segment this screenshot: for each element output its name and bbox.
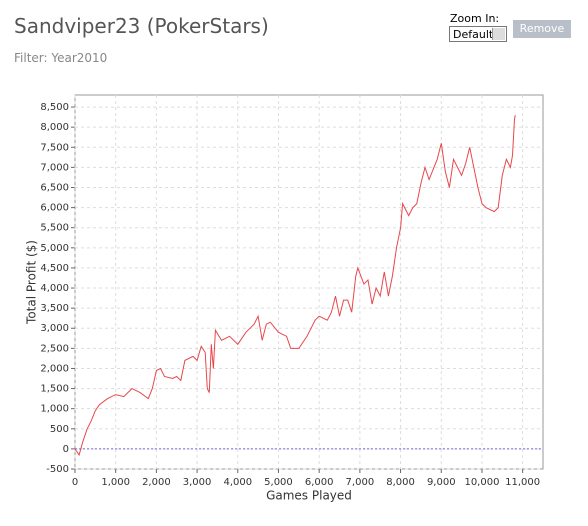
x-tick-label: 9,000 bbox=[427, 477, 456, 488]
y-tick-label: 6,500 bbox=[40, 182, 69, 193]
zoom-value: Default bbox=[453, 28, 494, 41]
y-tick-label: 2,000 bbox=[40, 363, 69, 374]
y-tick-label: 3,000 bbox=[40, 323, 69, 334]
filter-label: Filter: Year2010 bbox=[14, 51, 108, 65]
x-tick-label: 1,000 bbox=[101, 477, 130, 488]
y-tick-label: 5,500 bbox=[40, 223, 69, 234]
y-tick-label: 7,500 bbox=[40, 142, 69, 153]
zoom-select[interactable]: Default bbox=[449, 26, 507, 42]
x-tick-label: 0 bbox=[72, 477, 78, 488]
y-tick-label: 1,500 bbox=[40, 384, 69, 395]
x-tick-label: 8,000 bbox=[386, 477, 415, 488]
x-tick-label: 3,000 bbox=[183, 477, 212, 488]
y-tick-label: -500 bbox=[46, 464, 69, 475]
y-tick-label: 3,500 bbox=[40, 303, 69, 314]
x-tick-label: 5,000 bbox=[264, 477, 293, 488]
y-tick-label: 0 bbox=[63, 444, 69, 455]
remove-button[interactable]: Remove bbox=[513, 20, 571, 38]
dropdown-arrow bbox=[492, 28, 505, 40]
x-tick-label: 7,000 bbox=[346, 477, 375, 488]
page-title: Sandviper23 (PokerStars) bbox=[14, 14, 269, 38]
x-tick-label: 2,000 bbox=[142, 477, 171, 488]
y-tick-label: 7,000 bbox=[40, 162, 69, 173]
y-tick-label: 1,000 bbox=[40, 404, 69, 415]
x-tick-label: 6,000 bbox=[305, 477, 334, 488]
y-tick-label: 500 bbox=[50, 424, 69, 435]
y-axis-label: Total Profit ($) bbox=[25, 240, 39, 325]
profit-line bbox=[74, 115, 516, 457]
y-tick-label: 6,000 bbox=[40, 203, 69, 214]
x-tick-label: 4,000 bbox=[223, 477, 252, 488]
y-tick-label: 2,500 bbox=[40, 343, 69, 354]
y-tick-label: 4,000 bbox=[40, 283, 69, 294]
zoom-label: Zoom In: bbox=[450, 12, 500, 25]
y-tick-label: 8,500 bbox=[40, 102, 69, 113]
plot-area bbox=[74, 94, 544, 470]
y-tick-label: 5,000 bbox=[40, 243, 69, 254]
y-tick-label: 4,500 bbox=[40, 263, 69, 274]
x-tick-label: 11,000 bbox=[505, 477, 540, 488]
y-tick-label: 8,000 bbox=[40, 122, 69, 133]
x-tick-label: 10,000 bbox=[464, 477, 499, 488]
x-axis-label: Games Played bbox=[266, 489, 352, 503]
